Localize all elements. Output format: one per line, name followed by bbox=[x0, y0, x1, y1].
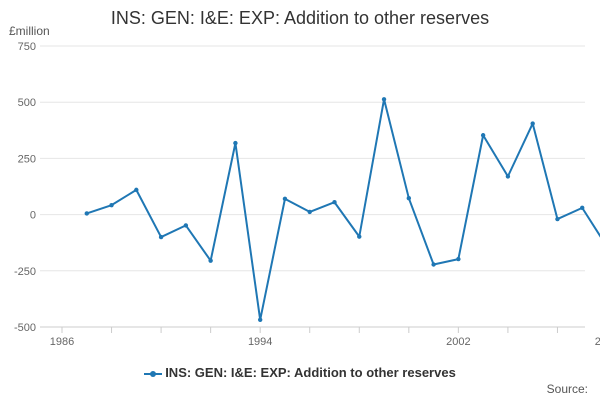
source-label: Source: bbox=[546, 382, 588, 396]
y-tick-label: -250 bbox=[14, 266, 36, 278]
legend-series-marker-icon bbox=[144, 369, 163, 379]
data-point bbox=[456, 256, 461, 262]
data-point bbox=[580, 205, 585, 211]
data-point bbox=[332, 200, 337, 205]
data-point bbox=[158, 234, 164, 240]
y-tick-label: -500 bbox=[14, 322, 36, 334]
data-point bbox=[480, 133, 486, 138]
x-tick-label: 2002 bbox=[446, 336, 470, 348]
data-point bbox=[257, 317, 263, 323]
y-tick-label: 250 bbox=[18, 153, 36, 165]
y-tick-label: 500 bbox=[18, 97, 36, 109]
data-point bbox=[505, 174, 511, 179]
data-point bbox=[555, 216, 560, 222]
y-tick-label: 0 bbox=[30, 210, 36, 222]
series-line bbox=[86, 98, 600, 321]
data-point bbox=[431, 262, 436, 267]
y-axis-unit-label: £million bbox=[9, 24, 50, 38]
data-point bbox=[183, 223, 189, 228]
data-point bbox=[109, 202, 114, 208]
x-tick-label: 1986 bbox=[50, 336, 74, 348]
data-point bbox=[406, 195, 412, 201]
data-point bbox=[381, 97, 387, 102]
data-point bbox=[282, 196, 288, 202]
data-point bbox=[134, 187, 139, 193]
legend[interactable]: INS: GEN: I&E: EXP: Addition to other re… bbox=[0, 365, 600, 380]
y-tick-label: 750 bbox=[18, 41, 36, 53]
data-point bbox=[357, 234, 362, 239]
data-point bbox=[208, 258, 213, 263]
x-tick-label: 1994 bbox=[248, 336, 272, 348]
x-tick-label: 2008 bbox=[595, 336, 600, 348]
data-point bbox=[84, 211, 89, 216]
data-point bbox=[307, 209, 312, 215]
chart-title: INS: GEN: I&E: EXP: Addition to other re… bbox=[110, 8, 490, 28]
legend-series-label: INS: GEN: I&E: EXP: Addition to other re… bbox=[165, 365, 456, 380]
data-point bbox=[233, 140, 238, 146]
data-point bbox=[530, 121, 535, 126]
